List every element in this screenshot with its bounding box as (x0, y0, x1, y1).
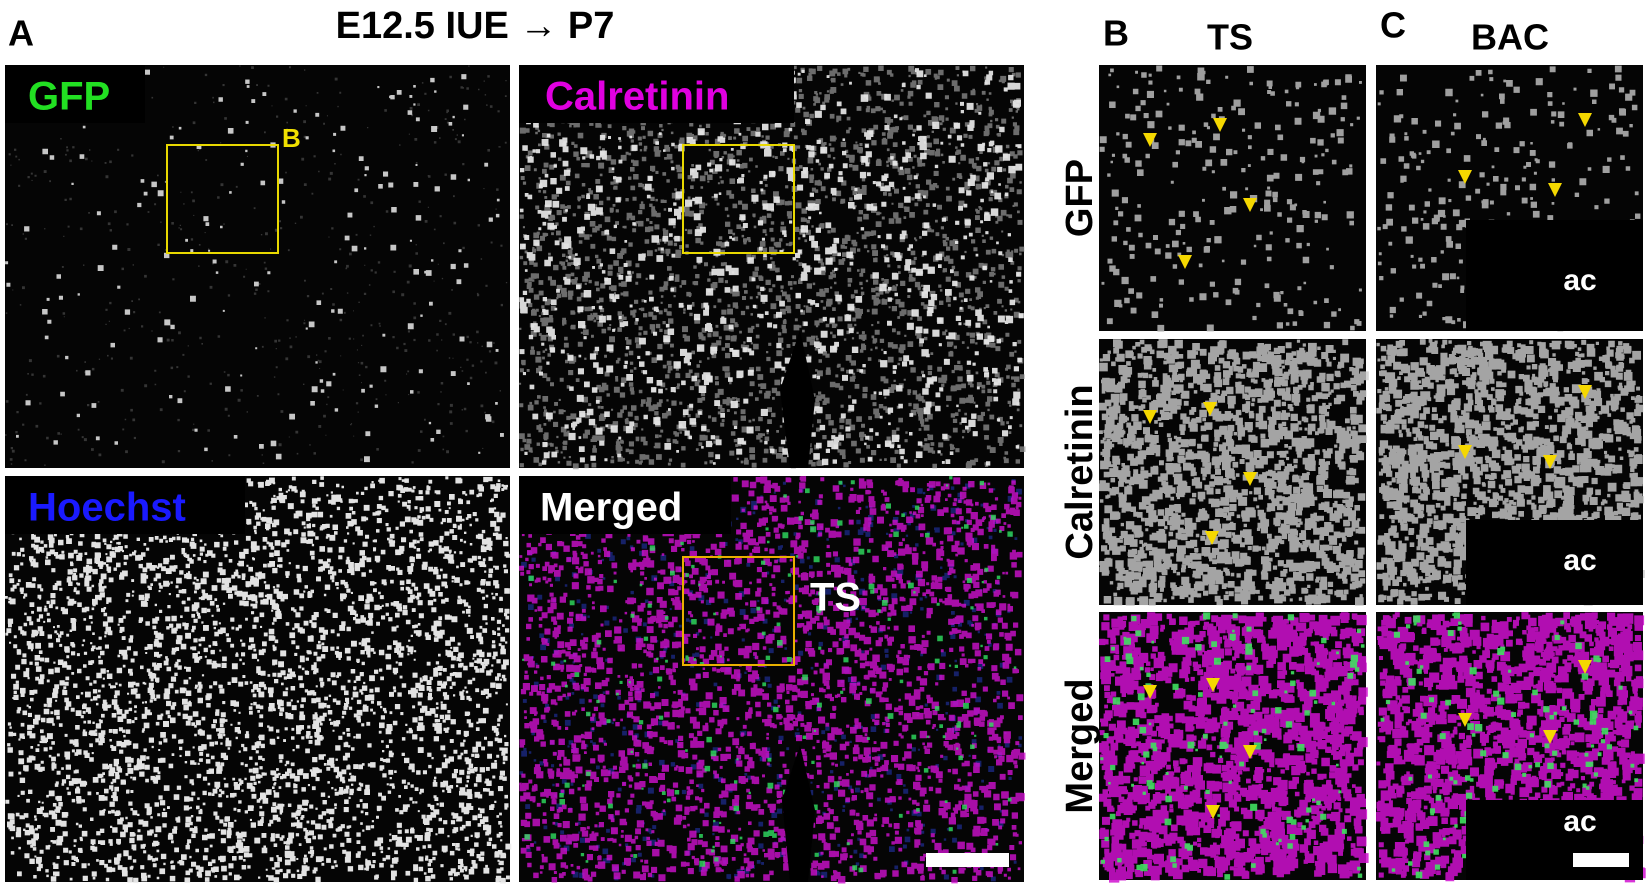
panel-label: Calretinin (545, 75, 729, 119)
arrowhead (1578, 385, 1592, 399)
arrowhead (1243, 745, 1257, 759)
figure-title: E12.5 IUE → P7 (336, 5, 615, 47)
arrowhead (1206, 678, 1220, 692)
dark-region (1466, 220, 1643, 331)
arrowhead (1548, 183, 1562, 197)
panels (5, 65, 1646, 884)
arrowhead (1243, 472, 1257, 486)
structure-label: ac (1563, 544, 1596, 577)
ventricle (782, 745, 815, 882)
inset-box (682, 144, 795, 254)
arrowhead (1458, 713, 1472, 727)
texture (1099, 612, 1369, 883)
label-bg (519, 476, 731, 534)
ventricle (780, 330, 815, 468)
overlay: A E12.5 IUE → P7 B TS C BAC GFP Calretin… (5, 5, 1629, 867)
arrowhead (1578, 660, 1592, 674)
row-label: GFP (1059, 159, 1101, 237)
panel-label: GFP (28, 75, 110, 119)
texture (1099, 339, 1369, 606)
label-bg (5, 476, 245, 534)
arrowhead (1578, 113, 1592, 127)
structure-label: ac (1563, 805, 1596, 838)
arrowhead (1206, 805, 1220, 819)
row-label: Calretinin (1059, 384, 1101, 559)
arrowhead (1543, 455, 1557, 469)
dark-region (1466, 800, 1643, 880)
region-label: TS (810, 576, 861, 620)
column-title: TS (1207, 17, 1253, 58)
row-label: Merged (1059, 678, 1101, 813)
arrowhead (1203, 402, 1217, 416)
arrowhead (1178, 255, 1192, 269)
column-title: BAC (1471, 17, 1549, 58)
texture (519, 476, 1026, 884)
arrowhead (1243, 198, 1257, 212)
label-bg (519, 65, 794, 123)
scale-bar (1573, 853, 1629, 867)
panel-letter: C (1380, 5, 1406, 46)
scale-bar (926, 853, 1009, 867)
arrowhead (1543, 730, 1557, 744)
dark-region (1466, 520, 1643, 605)
arrowhead (1143, 133, 1157, 147)
arrowhead (1143, 410, 1157, 424)
structure-label: ac (1563, 264, 1596, 297)
arrowhead (1458, 445, 1472, 459)
arrowhead (1205, 531, 1219, 545)
panel-label: Hoechst (28, 486, 186, 530)
texture (519, 65, 1024, 466)
inset-box (682, 556, 795, 666)
panel-label: Merged (540, 486, 682, 530)
texture (1100, 612, 1365, 880)
arrowhead (1458, 170, 1472, 184)
texture (519, 65, 1026, 470)
image-panel (5, 65, 510, 468)
inset-label: B (282, 123, 301, 153)
panel-letter: A (8, 13, 34, 54)
label-bg (5, 65, 145, 123)
arrowhead (1143, 685, 1157, 699)
panel-letter: B (1103, 13, 1129, 54)
arrowhead (1213, 118, 1227, 132)
texture (5, 476, 512, 884)
inset-box (166, 144, 279, 254)
